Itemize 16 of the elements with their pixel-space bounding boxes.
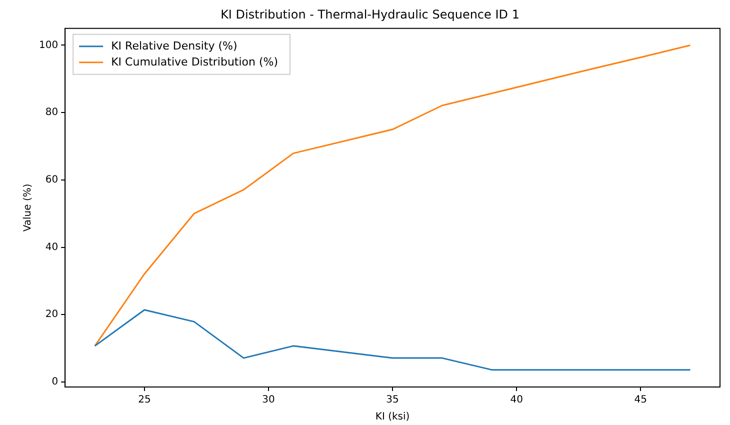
x-axis-title: KI (ksi) xyxy=(375,412,410,423)
y-tick-label: 80 xyxy=(45,107,58,118)
x-tick-label: 25 xyxy=(138,394,151,406)
y-tick-label: 0 xyxy=(52,376,58,388)
x-tick-label: 35 xyxy=(386,394,399,406)
x-tick-label: 40 xyxy=(510,394,523,406)
y-tick-label: 60 xyxy=(45,174,58,186)
legend-label: KI Cumulative Distribution (%) xyxy=(111,55,278,68)
y-tick-label: 40 xyxy=(45,242,58,253)
y-axis-title: Value (%) xyxy=(22,184,34,232)
x-tick-label: 30 xyxy=(262,394,275,406)
chart-title: KI Distribution - Thermal-Hydraulic Sequence ID 1 xyxy=(220,7,520,22)
y-tick-label: 100 xyxy=(38,40,58,51)
legend-label: KI Relative Density (%) xyxy=(111,39,238,52)
y-tick-label: 20 xyxy=(45,309,58,320)
x-tick-label: 45 xyxy=(634,394,647,406)
